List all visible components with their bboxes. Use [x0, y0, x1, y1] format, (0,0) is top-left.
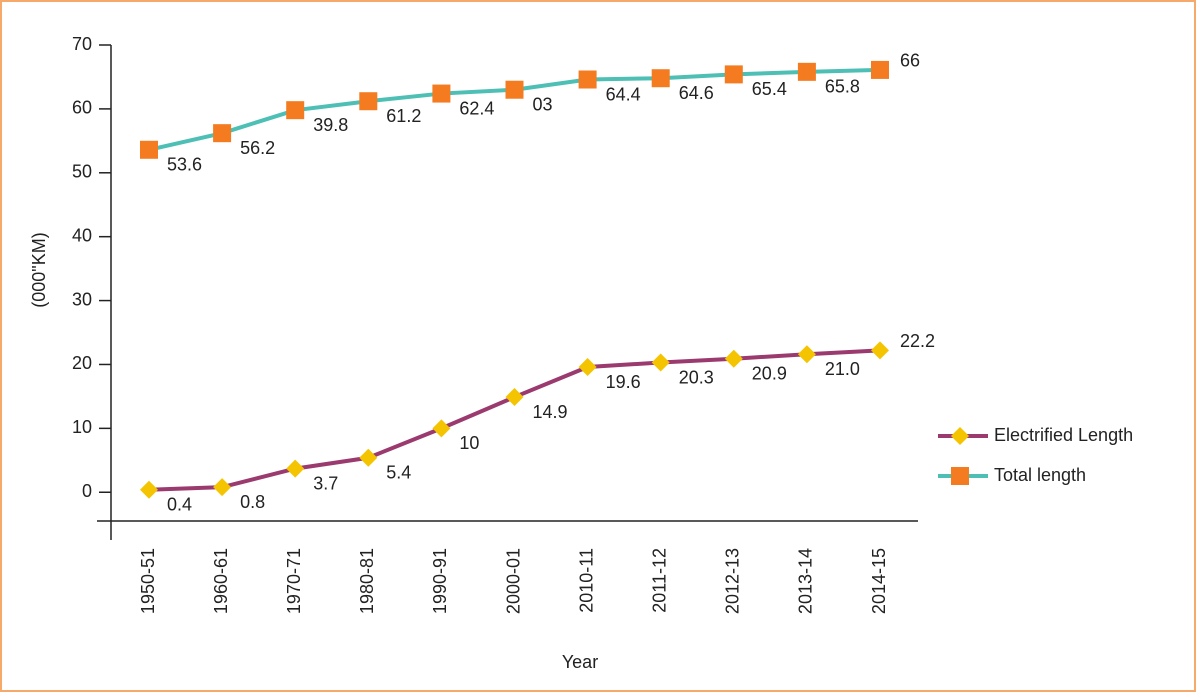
data-label: 5.4 [386, 462, 411, 482]
data-label: 14.9 [533, 402, 568, 422]
data-label: 20.3 [679, 367, 714, 387]
marker [505, 80, 524, 99]
data-label: 20.9 [752, 363, 787, 383]
data-label: 65.8 [825, 77, 860, 97]
marker [651, 353, 670, 372]
marker [286, 101, 305, 120]
data-label: 64.6 [679, 83, 714, 103]
marker [651, 69, 670, 88]
x-axis-label: Year [562, 652, 598, 672]
y-tick-label: 20 [72, 353, 92, 373]
marker [140, 480, 158, 499]
data-label: 0.8 [240, 492, 265, 512]
y-tick-label: 60 [72, 98, 92, 118]
data-label: 39.8 [313, 115, 348, 135]
marker [505, 388, 524, 407]
data-label: 3.7 [313, 473, 338, 493]
x-tick-label: 2000-01 [503, 548, 523, 614]
marker [724, 349, 743, 368]
marker [951, 467, 969, 485]
data-label: 22.2 [900, 331, 935, 351]
data-label: 64.4 [606, 84, 641, 104]
data-label: 10 [459, 433, 479, 453]
marker [286, 459, 305, 478]
data-label: 65.4 [752, 79, 787, 99]
legend-label: Electrified Length [994, 425, 1133, 445]
data-label: 56.2 [240, 138, 275, 158]
y-tick-label: 10 [72, 417, 92, 437]
marker [951, 427, 969, 445]
marker [797, 345, 816, 364]
data-label: 19.6 [606, 372, 641, 392]
marker [213, 478, 232, 497]
data-label: 62.4 [459, 98, 494, 118]
x-tick-label: 2010-11 [576, 548, 596, 613]
x-tick-label: 2014-15 [869, 548, 889, 614]
marker [578, 358, 597, 377]
y-tick-label: 30 [72, 289, 92, 309]
marker [871, 60, 889, 79]
data-label: 0.4 [167, 494, 192, 514]
data-label: 03 [533, 94, 553, 114]
marker [213, 124, 232, 143]
marker [432, 419, 451, 438]
marker [871, 341, 889, 360]
y-tick-label: 70 [72, 34, 92, 54]
x-tick-label: 2013-14 [796, 548, 816, 614]
y-axis-label: (000"KM) [29, 232, 49, 307]
data-label: 21.0 [825, 359, 860, 379]
data-label: 66 [900, 51, 920, 71]
marker [359, 448, 378, 467]
x-tick-label: 2012-13 [723, 548, 743, 614]
marker [724, 65, 743, 84]
y-tick-label: 50 [72, 162, 92, 182]
data-label: 53.6 [167, 155, 202, 175]
marker [578, 70, 597, 89]
y-tick-label: 0 [82, 481, 92, 501]
data-label: 61.2 [386, 106, 421, 126]
marker [359, 92, 378, 111]
x-tick-label: 1960-61 [211, 548, 231, 614]
x-tick-label: 1970-71 [284, 548, 304, 614]
x-tick-label: 1980-81 [357, 548, 377, 614]
marker [140, 140, 158, 159]
x-tick-label: 1990-91 [430, 548, 450, 614]
x-tick-label: 1950-51 [138, 548, 158, 614]
marker [432, 84, 451, 103]
marker [797, 62, 816, 81]
legend-label: Total length [994, 465, 1086, 485]
y-tick-label: 40 [72, 225, 92, 245]
x-tick-label: 2011-12 [649, 548, 669, 613]
